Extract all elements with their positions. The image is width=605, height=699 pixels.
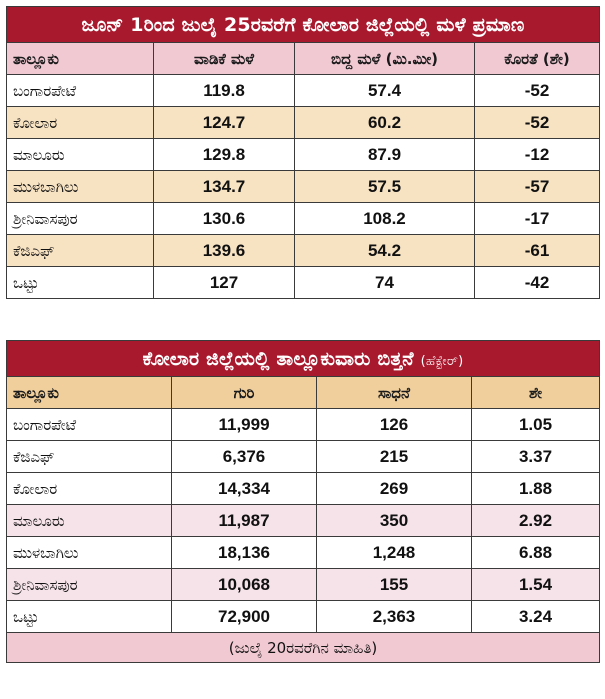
normal-rain: 129.8 (153, 138, 295, 171)
sowing-achieved: 350 (316, 504, 472, 537)
actual-rain: 54.2 (294, 234, 475, 267)
table-row: ಬಂಗಾರಪೇಟೆ 119.8 57.4 -52 (6, 74, 601, 107)
sowing-footnote: (ಜುಲೈ 20ರವರೆಗಿನ ಮಾಹಿತಿ) (5, 632, 601, 663)
rain-deficit: -52 (473, 74, 601, 107)
rain-header-normal: ವಾಡಿಕೆ ಮಳೆ (153, 42, 295, 75)
sowing-target: 11,987 (171, 504, 317, 537)
table-row: ಕೆಜಿಎಫ್ 139.6 54.2 -61 (6, 234, 601, 267)
sowing-target: 10,068 (171, 568, 317, 601)
sowing-header-row: ತಾಲ್ಲೂಕು ಗುರಿ ಸಾಧನೆ ಶೇ (6, 376, 601, 409)
table-row: ಮುಳಬಾಗಿಲು 18,136 1,248 6.88 (6, 536, 601, 569)
rain-header-taluk: ತಾಲ್ಲೂಕು (6, 42, 154, 75)
rain-deficit: -17 (473, 202, 601, 235)
rain-deficit-total: -42 (473, 266, 601, 299)
sowing-percent: 1.05 (470, 408, 601, 441)
taluk-name: ಮಾಲೂರು (6, 138, 154, 171)
rain-deficit: -12 (473, 138, 601, 171)
sowing-target: 6,376 (171, 440, 317, 473)
sowing-percent: 2.92 (470, 504, 601, 537)
taluk-name: ಕೆಜಿಎಫ್ (6, 440, 172, 473)
actual-rain: 57.5 (294, 170, 475, 203)
table-row: ಮಾಲೂರು 129.8 87.9 -12 (6, 138, 601, 171)
taluk-name: ಬಂಗಾರಪೇಟೆ (6, 74, 154, 107)
rain-deficit: -61 (473, 234, 601, 267)
taluk-name: ಕೋಲಾರ (6, 106, 154, 139)
sowing-achieved: 1,248 (316, 536, 472, 569)
table-row: ಶ್ರೀನಿವಾಸಪುರ 130.6 108.2 -17 (6, 202, 601, 235)
rain-header-actual: ಬಿದ್ದ ಮಳೆ (ಮಿ.ಮೀ) (294, 42, 475, 75)
taluk-name: ಬಂಗಾರಪೇಟೆ (6, 408, 172, 441)
sowing-percent: 3.37 (470, 440, 601, 473)
sowing-percent: 1.54 (470, 568, 601, 601)
sowing-target: 11,999 (171, 408, 317, 441)
taluk-name: ಮುಳಬಾಗಿಲು (6, 536, 172, 569)
taluk-name: ಶ್ರೀನಿವಾಸಪುರ (6, 202, 154, 235)
sowing-achieved: 215 (316, 440, 472, 473)
normal-rain: 134.7 (153, 170, 295, 203)
sowing-achieved-total: 2,363 (316, 600, 472, 633)
sowing-target: 14,334 (171, 472, 317, 505)
table-row: ಮುಳಬಾಗಿಲು 134.7 57.5 -57 (6, 170, 601, 203)
actual-rain: 87.9 (294, 138, 475, 171)
taluk-name: ಮಾಲೂರು (6, 504, 172, 537)
sowing-header-achieved: ಸಾಧನೆ (316, 376, 472, 409)
normal-rain: 124.7 (153, 106, 295, 139)
rainfall-table-title: ಜೂನ್ 1ರಿಂದ ಜುಲೈ 25ರವರೆಗೆ ಕೋಲಾರ ಜಿಲ್ಲೆಯಲ್… (5, 6, 601, 43)
sowing-achieved: 155 (316, 568, 472, 601)
actual-rain: 57.4 (294, 74, 475, 107)
table-row: ಕೆಜಿಎಫ್ 6,376 215 3.37 (6, 440, 601, 473)
rain-deficit: -57 (473, 170, 601, 203)
table-row: ಕೋಲಾರ 124.7 60.2 -52 (6, 106, 601, 139)
sowing-table: ಕೋಲಾರ ಜಿಲ್ಲೆಯಲ್ಲಿ ತಾಲ್ಲೂಕುವಾರು ಬಿತ್ತನೆ (… (5, 340, 601, 663)
sowing-achieved: 269 (316, 472, 472, 505)
total-label: ಒಟ್ಟು (6, 266, 154, 299)
sowing-table-title: ಕೋಲಾರ ಜಿಲ್ಲೆಯಲ್ಲಿ ತಾಲ್ಲೂಕುವಾರು ಬಿತ್ತನೆ (… (5, 340, 601, 377)
rainfall-table: ಜೂನ್ 1ರಿಂದ ಜುಲೈ 25ರವರೆಗೆ ಕೋಲಾರ ಜಿಲ್ಲೆಯಲ್… (5, 6, 601, 299)
sowing-percent: 1.88 (470, 472, 601, 505)
sowing-title-unit: (ಹೆಕ್ಟೇರ್) (420, 353, 464, 369)
taluk-name: ಶ್ರೀನಿವಾಸಪುರ (6, 568, 172, 601)
normal-rain-total: 127 (153, 266, 295, 299)
rain-header-deficit: ಕೊರತೆ (ಶೇ) (473, 42, 601, 75)
total-label: ಒಟ್ಟು (6, 600, 172, 633)
rain-deficit: -52 (473, 106, 601, 139)
sowing-achieved: 126 (316, 408, 472, 441)
rainfall-header-row: ತಾಲ್ಲೂಕು ವಾಡಿಕೆ ಮಳೆ ಬಿದ್ದ ಮಳೆ (ಮಿ.ಮೀ) ಕೊ… (6, 42, 601, 75)
sowing-header-taluk: ತಾಲ್ಲೂಕು (6, 376, 172, 409)
sowing-target-total: 72,900 (171, 600, 317, 633)
table-row: ಮಾಲೂರು 11,987 350 2.92 (6, 504, 601, 537)
taluk-name: ಕೋಲಾರ (6, 472, 172, 505)
taluk-name: ಮುಳಬಾಗಿಲು (6, 170, 154, 203)
actual-rain: 60.2 (294, 106, 475, 139)
normal-rain: 119.8 (153, 74, 295, 107)
taluk-name: ಕೆಜಿಎಫ್ (6, 234, 154, 267)
sowing-header-target: ಗುರಿ (171, 376, 317, 409)
sowing-header-percent: ಶೇ (470, 376, 601, 409)
sowing-title-text: ಕೋಲಾರ ಜಿಲ್ಲೆಯಲ್ಲಿ ತಾಲ್ಲೂಕುವಾರು ಬಿತ್ತನೆ (142, 347, 414, 370)
actual-rain: 108.2 (294, 202, 475, 235)
total-row: ಒಟ್ಟು 72,900 2,363 3.24 (6, 600, 601, 633)
table-row: ಬಂಗಾರಪೇಟೆ 11,999 126 1.05 (6, 408, 601, 441)
table-row: ಕೋಲಾರ 14,334 269 1.88 (6, 472, 601, 505)
sowing-percent-total: 3.24 (470, 600, 601, 633)
total-row: ಒಟ್ಟು 127 74 -42 (6, 266, 601, 299)
normal-rain: 139.6 (153, 234, 295, 267)
actual-rain-total: 74 (294, 266, 475, 299)
sowing-target: 18,136 (171, 536, 317, 569)
table-row: ಶ್ರೀನಿವಾಸಪುರ 10,068 155 1.54 (6, 568, 601, 601)
normal-rain: 130.6 (153, 202, 295, 235)
sowing-percent: 6.88 (470, 536, 601, 569)
